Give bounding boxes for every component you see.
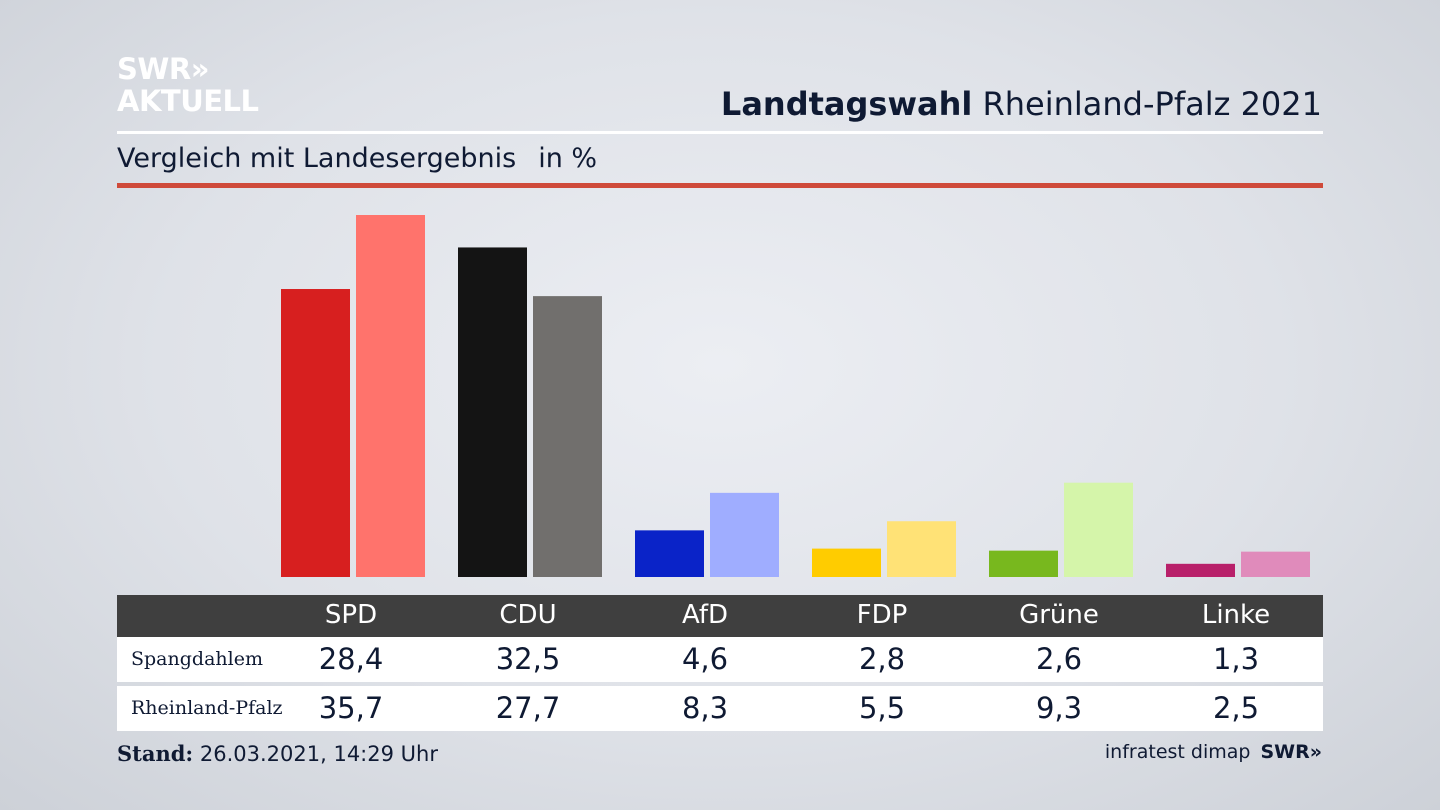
table-row-rheinland-pfalz: Rheinland-Pfalz 35,7 27,7 8,3 5,5 9,3 2,5 <box>117 686 1323 731</box>
table-cell: 27,7 <box>495 691 561 725</box>
column-header-3: FDP <box>856 600 908 630</box>
bar-spd-rheinland-pfalz <box>356 215 425 577</box>
bar-fdp-rheinland-pfalz <box>887 521 956 577</box>
chart-subtitle: Vergleich mit Landesergebnis in % <box>117 143 597 174</box>
bar-afd-spangdahlem <box>635 530 704 577</box>
bar-spd-spangdahlem <box>281 289 350 577</box>
row-label: Rheinland-Pfalz <box>131 697 283 719</box>
stand-label: Stand: <box>117 741 194 766</box>
bar-grne-spangdahlem <box>989 550 1058 577</box>
stand-value: 26.03.2021, 14:29 Uhr <box>199 742 438 766</box>
table-cell: 2,5 <box>1212 691 1260 725</box>
swr-aktuell-logo: SWR» AKTUELL <box>117 54 259 118</box>
title-rest: Rheinland-Pfalz 2021 <box>982 85 1322 123</box>
table-cell: 28,4 <box>318 642 384 676</box>
table-cell: 2,8 <box>858 642 906 676</box>
bar-cdu-rheinland-pfalz <box>533 296 602 577</box>
bar-fdp-spangdahlem <box>812 548 881 577</box>
bar-chart <box>281 215 1310 577</box>
column-header-5: Linke <box>1201 600 1271 630</box>
table-row-spangdahlem: Spangdahlem 28,4 32,5 4,6 2,8 2,6 1,3 <box>117 637 1323 682</box>
table-cell: 5,5 <box>858 691 906 725</box>
results-table: SPD CDU AfD FDP Grüne Linke Spangdahlem 28,4 3… <box>117 595 1323 731</box>
table-cell: 2,6 <box>1035 642 1083 676</box>
accent-rule <box>117 183 1323 188</box>
logo-line-2: AKTUELL <box>117 84 259 118</box>
column-header-4: Grüne <box>1019 600 1099 630</box>
bar-linke-rheinland-pfalz <box>1241 551 1310 577</box>
table-cell: 35,7 <box>318 691 384 725</box>
timestamp: Stand: 26.03.2021, 14:29 Uhr <box>117 741 438 766</box>
source-credit: infratest dimap SWR» <box>1105 741 1322 763</box>
title-bold: Landtagswahl <box>720 85 973 123</box>
swr-brand: SWR» <box>1260 741 1322 763</box>
column-header-1: CDU <box>499 600 557 630</box>
table-cell: 4,6 <box>681 642 729 676</box>
logo-line-1: SWR» <box>117 52 209 86</box>
table-cell: 9,3 <box>1035 691 1083 725</box>
page-title: Landtagswahl Rheinland-Pfalz 2021 <box>721 85 1322 123</box>
bar-cdu-spangdahlem <box>458 247 527 577</box>
column-header-0: SPD <box>324 600 378 630</box>
table-cell: 1,3 <box>1212 642 1260 676</box>
table-cell: 8,3 <box>681 691 729 725</box>
bar-linke-spangdahlem <box>1166 563 1235 577</box>
column-header-2: AfD <box>681 600 729 630</box>
row-label: Spangdahlem <box>131 648 263 670</box>
subtitle-unit: in % <box>538 143 598 174</box>
bar-grne-rheinland-pfalz <box>1064 482 1133 577</box>
source-text: infratest dimap <box>1104 741 1251 763</box>
subtitle-text: Vergleich mit Landesergebnis <box>117 143 517 174</box>
table-header-row: SPD CDU AfD FDP Grüne Linke <box>117 595 1323 637</box>
title-divider <box>117 131 1323 134</box>
bar-afd-rheinland-pfalz <box>710 492 779 577</box>
table-cell: 32,5 <box>495 642 561 676</box>
